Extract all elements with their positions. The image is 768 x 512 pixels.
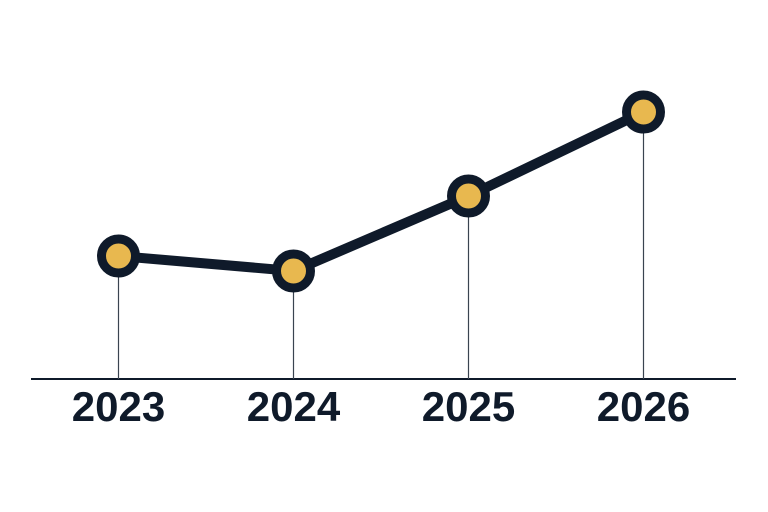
marker xyxy=(272,249,315,293)
line xyxy=(118,107,646,276)
x-tick-label: 2025 xyxy=(422,383,515,430)
x-tick-label: 2023 xyxy=(72,383,165,430)
marker xyxy=(622,90,665,134)
x-tick-label: 2024 xyxy=(247,383,341,430)
marker xyxy=(97,234,140,278)
x-tick-label: 2026 xyxy=(597,383,690,430)
marker xyxy=(447,174,490,218)
